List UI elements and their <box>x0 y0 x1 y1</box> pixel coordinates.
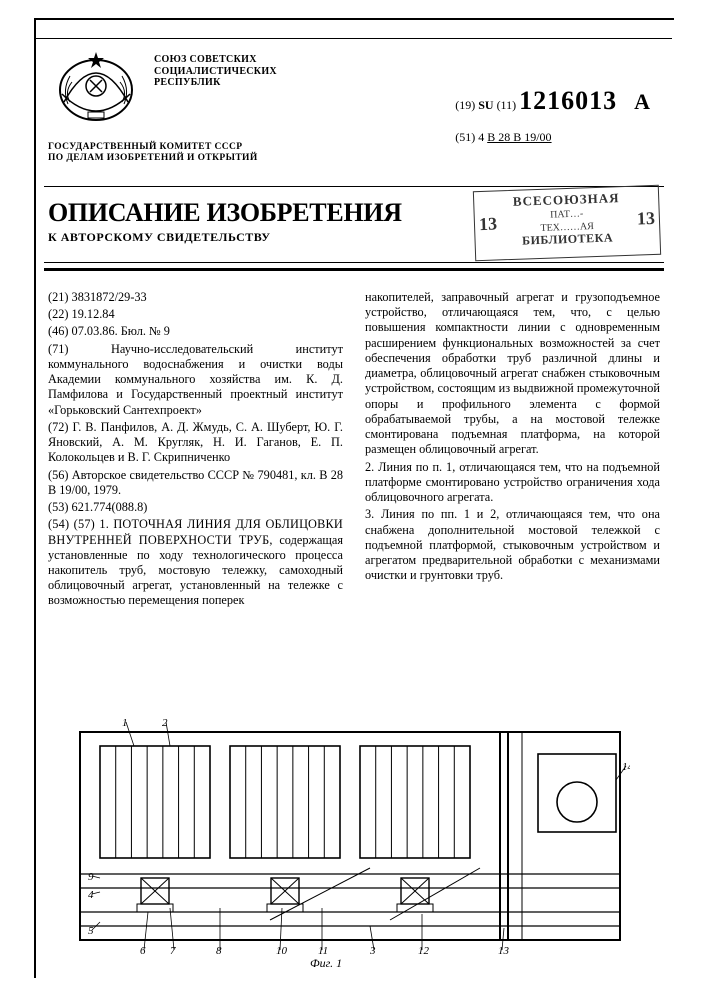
svg-text:10: 10 <box>276 945 288 957</box>
divider-2 <box>44 262 664 263</box>
svg-text:9: 9 <box>88 871 94 883</box>
claim-1-cont: накопителей, заправочный агрегат и грузо… <box>365 290 660 458</box>
library-stamp: ВСЕСОЮЗНАЯ 13 ПАТ…- ТЕХ……АЯ 13 БИБЛИОТЕК… <box>473 185 661 261</box>
country-line2: СОЦИАЛИСТИЧЕСКИХ <box>154 66 277 78</box>
committee-line2: ПО ДЕЛАМ ИЗОБРЕТЕНИЙ И ОТКРЫТИЙ <box>48 153 258 164</box>
stamp-num-right: 13 <box>637 208 656 229</box>
country-line1: СОЮЗ СОВЕТСКИХ <box>154 54 277 66</box>
doc-number: 1216013 <box>519 86 617 115</box>
svg-text:14: 14 <box>622 761 630 773</box>
svg-text:3: 3 <box>369 945 376 957</box>
field-56: (56) Авторское свидетельство СССР № 7904… <box>48 468 343 498</box>
field-21: (21) 3831872/29-33 <box>48 290 343 305</box>
divider-3-thick <box>44 268 664 271</box>
svg-text:4: 4 <box>88 889 94 901</box>
claim-2: 2. Линия по п. 1, отличающаяся тем, что … <box>365 460 660 506</box>
committee-block: ГОСУДАРСТВЕННЫЙ КОМИТЕТ СССР ПО ДЕЛАМ ИЗ… <box>48 142 258 165</box>
figure-1: 1234567891011121314 <box>70 702 630 962</box>
field-53: (53) 621.774(088.8) <box>48 500 343 515</box>
svg-text:8: 8 <box>216 945 222 957</box>
field-72: (72) Г. В. Панфилов, А. Д. Жмудь, С. А. … <box>48 420 343 466</box>
stamp-row3: БИБЛИОТЕКА <box>481 230 653 250</box>
ussr-emblem <box>48 46 144 124</box>
field-46: (46) 07.03.86. Бюл. № 9 <box>48 324 343 339</box>
doc-subtitle: К АВТОРСКОМУ СВИДЕТЕЛЬСТВУ <box>48 230 271 245</box>
field-22: (22) 19.12.84 <box>48 307 343 322</box>
svg-text:6: 6 <box>140 945 146 957</box>
field-71: (71) Научно-исследовательский институт к… <box>48 342 343 418</box>
svg-text:2: 2 <box>162 717 168 729</box>
claim-3: 3. Линия по пп. 1 и 2, отличающаяся тем,… <box>365 507 660 583</box>
class-prefix: (51) 4 <box>455 130 484 144</box>
country-label: СОЮЗ СОВЕТСКИХ СОЦИАЛИСТИЧЕСКИХ РЕСПУБЛИ… <box>154 54 277 89</box>
doc-title: ОПИСАНИЕ ИЗОБРЕТЕНИЯ <box>48 198 402 228</box>
class-code: В 28 В 19/00 <box>487 130 551 144</box>
doc-codes: (19) SU (11) 1216013 A (51) 4 В 28 В 19/… <box>455 86 650 145</box>
committee-line1: ГОСУДАРСТВЕННЫЙ КОМИТЕТ СССР <box>48 142 258 153</box>
code-mid: (11) <box>497 98 517 112</box>
stamp-row1: ВСЕСОЮЗНАЯ <box>480 190 652 211</box>
top-inner-line <box>36 38 672 39</box>
code-prefix: (19) <box>455 98 475 112</box>
svg-text:7: 7 <box>170 945 176 957</box>
body-columns: (21) 3831872/29-33 (22) 19.12.84 (46) 07… <box>48 290 660 609</box>
doc-suffix: A <box>620 89 650 114</box>
stamp-num-left: 13 <box>479 213 498 234</box>
svg-text:5: 5 <box>88 925 94 937</box>
code-su: SU <box>478 98 493 112</box>
country-line3: РЕСПУБЛИК <box>154 77 277 89</box>
svg-text:13: 13 <box>498 945 510 957</box>
claim-1: (54) (57) 1. ПОТОЧНАЯ ЛИНИЯ ДЛЯ ОБЛИЦОВК… <box>48 517 343 608</box>
svg-text:1: 1 <box>122 717 128 729</box>
stamp-row2a: ПАТ…- <box>550 208 583 220</box>
figure-caption: Фиг. 1 <box>310 956 342 971</box>
header: СОЮЗ СОВЕТСКИХ СОЦИАЛИСТИЧЕСКИХ РЕСПУБЛИ… <box>48 46 660 124</box>
svg-text:12: 12 <box>418 945 430 957</box>
